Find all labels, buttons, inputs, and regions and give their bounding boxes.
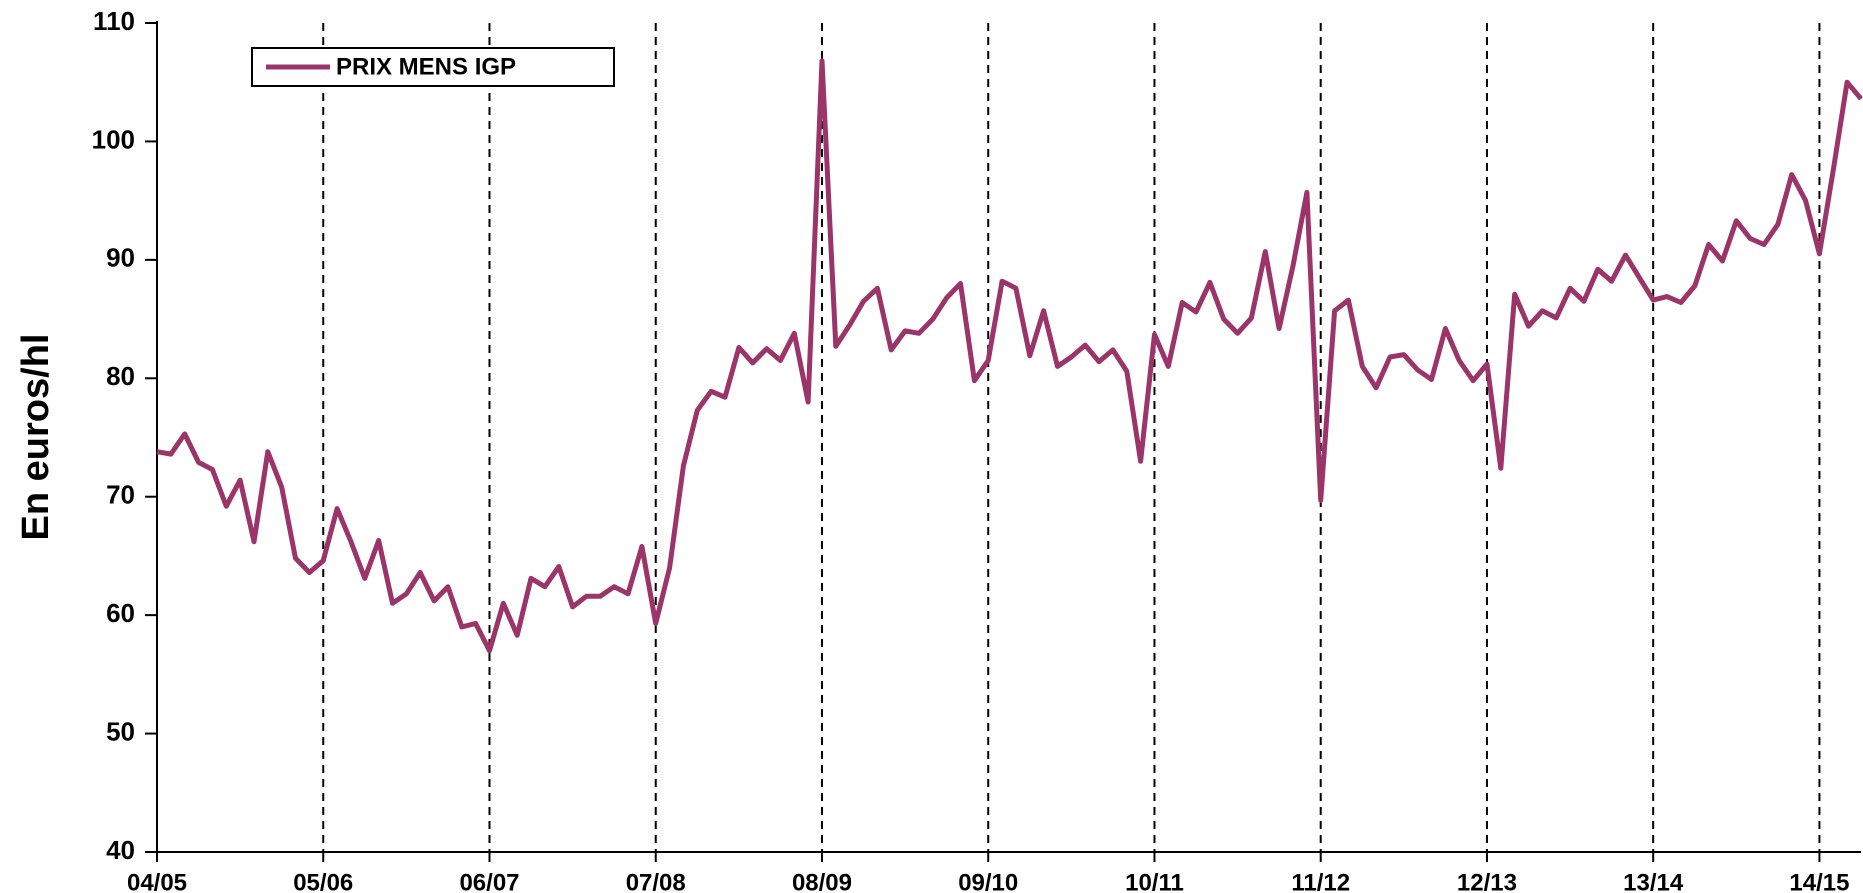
y-tick-label: 80 [106,361,135,391]
x-tick-label: 07/08 [626,869,686,893]
y-tick-label: 110 [93,6,135,36]
y-axis-title: En euros/hl [15,334,57,541]
x-tick-label: 12/13 [1457,869,1517,893]
y-tick-label: 70 [106,480,135,510]
x-tick-label: 04/05 [127,869,187,893]
legend-label: PRIX MENS IGP [336,53,516,80]
x-tick-label: 06/07 [459,869,519,893]
x-tick-label: 08/09 [792,869,852,893]
y-tick-label: 40 [106,835,135,865]
y-tick-label: 50 [106,716,135,746]
x-tick-label: 11/12 [1291,869,1350,893]
y-tick-label: 60 [106,598,135,628]
data-line [156,58,1863,654]
x-tick-label: 14/15 [1789,869,1849,893]
y-tick-label: 90 [106,243,135,273]
x-tick-label: 13/14 [1623,869,1684,893]
x-tick-label: 05/06 [293,869,353,893]
x-tick-label: 09/10 [958,869,1018,893]
y-tick-label: 100 [92,124,135,154]
x-tick-label: 10/11 [1125,869,1184,893]
